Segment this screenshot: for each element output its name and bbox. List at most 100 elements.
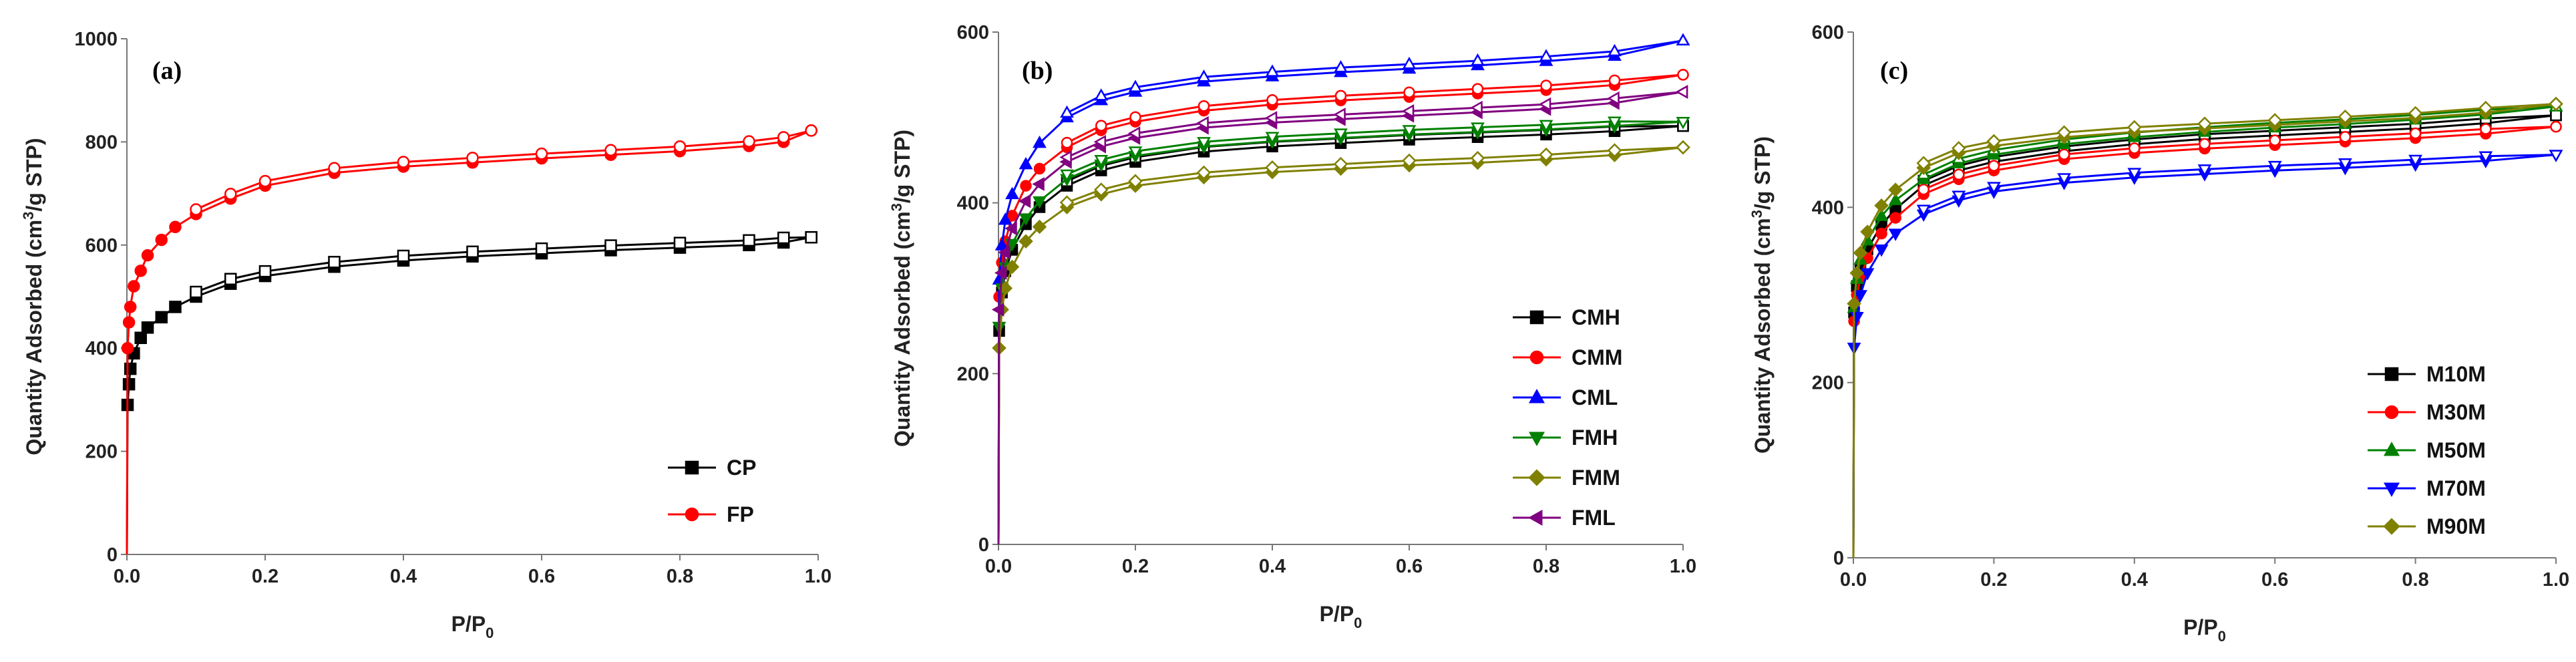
- data-point-open: [1093, 135, 1106, 149]
- y-axis-label: Quantity Adsorbed (cm3/g STP): [888, 130, 914, 447]
- data-point-open: [258, 265, 272, 278]
- data-point-open: [224, 188, 237, 200]
- data-point-open: [604, 144, 617, 157]
- x-tick-label: 0.4: [390, 566, 417, 587]
- data-point-open: [2129, 142, 2141, 154]
- data-point-open: [743, 135, 755, 148]
- data-point: [1019, 156, 1033, 170]
- data-point-open: [2338, 109, 2353, 124]
- data-point-open: [1196, 116, 1209, 130]
- data-point: [1004, 259, 1020, 275]
- data-point-open: [1607, 91, 1620, 106]
- x-tick-label: 1.0: [805, 566, 832, 587]
- data-point-open: [1952, 190, 1966, 203]
- y-tick-label: 200: [957, 363, 989, 385]
- data-point-open: [1471, 53, 1485, 66]
- data-point-open: [1333, 156, 1348, 172]
- chart-panel-a: 0.0 0.2 0.4 0.6 0.8 1.0 0 200 400 600 800 1000 P/P0 Q…: [20, 29, 832, 641]
- data-point-open: [1986, 134, 2002, 149]
- panel-label: (c): [1880, 57, 1908, 85]
- data-point-open: [2338, 158, 2352, 171]
- data-point-open: [1953, 168, 1965, 181]
- data-point-open: [1676, 140, 1690, 155]
- legend-marker: [685, 460, 699, 475]
- desorption-line: [1066, 39, 1684, 114]
- data-point-open: [397, 156, 410, 168]
- data-point-open: [1402, 125, 1417, 138]
- data-point: [991, 303, 1004, 317]
- data-point-open: [1540, 79, 1552, 92]
- x-tick-label: 0.2: [1980, 569, 2007, 591]
- x-tick-label: 0.2: [252, 566, 279, 587]
- data-point-open: [1608, 116, 1622, 129]
- data-point-open: [1988, 160, 2000, 172]
- data-point-open: [2127, 168, 2142, 180]
- data-point: [1018, 194, 1031, 208]
- data-point-open: [1198, 100, 1210, 112]
- legend-label: CP: [727, 456, 756, 480]
- data-point-open: [1196, 165, 1212, 180]
- data-point: [1005, 186, 1019, 200]
- data-point-open: [535, 242, 548, 255]
- data-point-open: [1471, 122, 1485, 135]
- y-tick-label: 0: [978, 534, 989, 556]
- data-point-open: [2550, 120, 2562, 133]
- data-point-open: [1539, 120, 1553, 132]
- y-tick-label: 0: [1833, 548, 1844, 569]
- y-tick-label: 600: [85, 235, 118, 257]
- data-point: [1875, 227, 1887, 240]
- data-point-open: [1334, 128, 1348, 141]
- data-point-open: [2408, 106, 2423, 121]
- data-point-open: [1676, 33, 1690, 46]
- data-point: [141, 249, 154, 262]
- data-point-open: [1061, 136, 1073, 149]
- data-point: [1874, 208, 1889, 221]
- chart-panel-c: 0.0 0.2 0.4 0.6 0.8 1.0 0 200 400 600 P/P0 Quantity…: [1749, 22, 2569, 645]
- data-point: [169, 301, 182, 313]
- data-point-open: [1266, 94, 1278, 106]
- data-point: [1853, 290, 1867, 303]
- panel-label: (a): [152, 57, 182, 85]
- y-tick-label: 400: [85, 338, 118, 359]
- data-point: [1019, 234, 1033, 249]
- panel-label: (b): [1022, 57, 1053, 85]
- x-tick-label: 0.0: [985, 556, 1012, 577]
- data-point-open: [1060, 169, 1074, 182]
- legend-label: M10M: [2426, 362, 2486, 386]
- data-point: [994, 238, 1009, 251]
- data-point: [1889, 212, 1901, 224]
- legend-marker: [2384, 405, 2399, 420]
- data-point-open: [466, 152, 479, 164]
- data-point: [134, 265, 147, 277]
- data-point-open: [1265, 132, 1280, 144]
- x-axis-label: P/P0: [1320, 602, 1362, 631]
- data-point-open: [2478, 151, 2493, 164]
- data-point-open: [1094, 154, 1109, 168]
- data-point-open: [2339, 131, 2352, 143]
- data-point-open: [1402, 153, 1417, 168]
- legend-marker: [2383, 482, 2400, 497]
- series-fml: [991, 85, 1688, 545]
- data-point-open: [2478, 100, 2493, 116]
- y-tick-label: 200: [85, 442, 118, 463]
- x-tick-label: 0.0: [1840, 569, 1867, 591]
- data-point-open: [673, 140, 687, 153]
- x-tick-label: 0.6: [1396, 556, 1423, 577]
- series-m90m: [1847, 96, 2563, 558]
- x-tick-label: 0.8: [2402, 569, 2428, 591]
- data-point-open: [1952, 141, 1966, 156]
- data-point: [998, 212, 1013, 225]
- x-axis-label: P/P0: [2183, 615, 2226, 645]
- data-point-open: [1334, 90, 1347, 102]
- legend-label: M90M: [2426, 514, 2486, 538]
- x-tick-label: 0.6: [528, 566, 555, 587]
- series-cml: [992, 33, 1690, 545]
- data-point-open: [1334, 60, 1348, 73]
- legend-label: FP: [727, 502, 754, 526]
- data-point: [994, 266, 1007, 280]
- data-point-open: [1675, 85, 1688, 99]
- data-point-open: [1059, 195, 1075, 210]
- data-point-open: [1093, 182, 1109, 197]
- legend-marker: [2383, 518, 2400, 535]
- data-point-open: [1987, 182, 2001, 194]
